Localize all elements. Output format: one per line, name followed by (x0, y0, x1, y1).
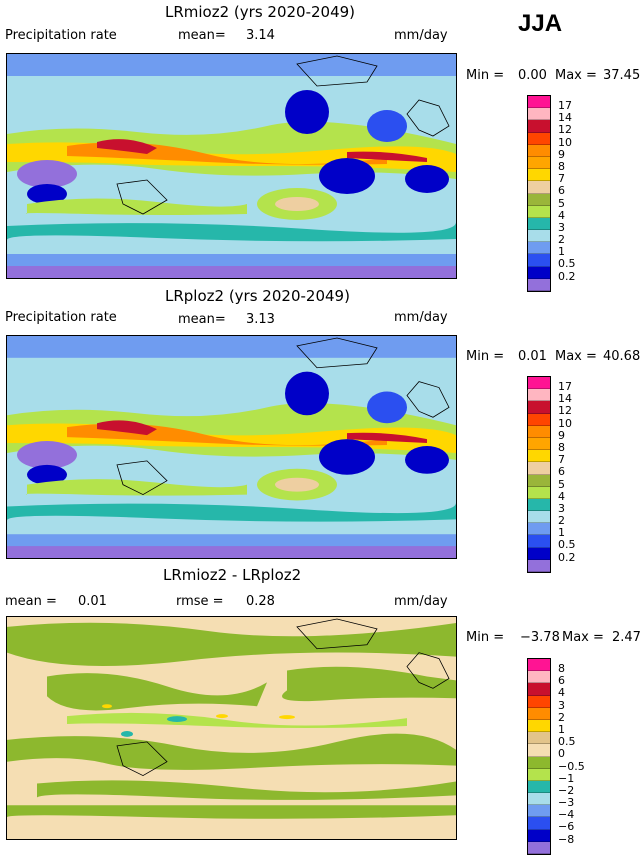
tick-label: 3 (558, 698, 565, 712)
panel-3-min-label: Min = (466, 630, 505, 645)
tick-label: −2 (558, 783, 575, 797)
panel-2-max-value: 40.68 (603, 349, 641, 364)
tick-label: 1 (558, 526, 565, 540)
tick-label: 8 (558, 440, 565, 454)
panel-3-min-value: −3.78 (520, 630, 560, 645)
panel-2-min-label: Min = (466, 349, 505, 364)
panel-3-mean-label: mean = (5, 594, 57, 609)
tick-label: 4 (558, 489, 565, 503)
tick-label: 0.5 (558, 538, 576, 552)
panel-3-colorbar (527, 658, 551, 855)
panel-2-title: LRploz2 (yrs 2020-2049) (165, 287, 350, 305)
panel-2-colorbar (527, 376, 551, 573)
tick-label: 2 (558, 710, 565, 724)
panel-1-title: LRmioz2 (yrs 2020-2049) (165, 3, 356, 21)
panel-3-rmse-value: 0.28 (246, 594, 275, 609)
panel-1-mean-value: 3.14 (246, 28, 275, 43)
tick-label: 6 (558, 465, 565, 479)
tick-label: −4 (558, 808, 575, 822)
tick-label: 12 (558, 123, 572, 137)
tick-label: 14 (558, 392, 572, 406)
tick-label: 2 (558, 233, 565, 247)
tick-label: 4 (558, 686, 565, 700)
panel-3-title: LRmioz2 - LRploz2 (163, 566, 302, 584)
tick-label: 1 (558, 245, 565, 259)
tick-label: −0.5 (558, 759, 585, 773)
tick-label: 3 (558, 220, 565, 234)
panel-2-max-label: Max = (555, 349, 597, 364)
tick-label: 5 (558, 196, 565, 210)
panel-1-min-label: Min = (466, 68, 505, 83)
panel-2-min-value: 0.01 (518, 349, 547, 364)
tick-label: 17 (558, 99, 572, 112)
panel-2-precip-map (6, 335, 457, 559)
panel-2-colorbar-ticks: 17 14 12 10 9 8 7 6 5 4 3 2 1 0.5 0.2 (558, 376, 576, 563)
tick-label: 7 (558, 453, 565, 467)
panel-2-mean-value: 3.13 (246, 312, 275, 327)
panel-2-mean-label: mean= (178, 312, 226, 327)
tick-label: 0 (558, 747, 565, 761)
panel-3-max-label: Max = (562, 630, 604, 645)
panel-1-field-label: Precipitation rate (5, 28, 117, 43)
season-label: JJA (518, 10, 563, 37)
tick-label: 8 (558, 662, 565, 675)
panel-1-max-label: Max = (555, 68, 597, 83)
panel-3-units: mm/day (394, 594, 448, 609)
panel-3-max-value: 2.47 (612, 630, 641, 645)
panel-3-mean-value: 0.01 (78, 594, 107, 609)
panel-2-units: mm/day (394, 310, 448, 325)
tick-label: −3 (558, 796, 575, 810)
tick-label: 4 (558, 208, 565, 222)
tick-label: 0.2 (558, 550, 576, 564)
panel-1-units: mm/day (394, 28, 448, 43)
panel-1-precip-map (6, 53, 457, 279)
panel-1-mean-label: mean= (178, 28, 226, 43)
panel-2-field-label: Precipitation rate (5, 310, 117, 325)
tick-label: 1 (558, 722, 565, 736)
tick-label: 9 (558, 147, 565, 161)
panel-1-min-value: 0.00 (518, 68, 547, 83)
tick-label: 14 (558, 111, 572, 125)
tick-label: 5 (558, 477, 565, 491)
tick-label: 0.5 (558, 257, 576, 271)
panel-1-colorbar (527, 95, 551, 292)
panel-1-colorbar-ticks: 17 14 12 10 9 8 7 6 5 4 3 2 1 0.5 0.2 (558, 95, 576, 282)
panel-1-max-value: 37.45 (603, 68, 641, 83)
tick-label: 0.5 (558, 735, 576, 749)
tick-label: 6 (558, 184, 565, 198)
panel-3-rmse-label: rmse = (176, 594, 224, 609)
tick-label: 9 (558, 428, 565, 442)
tick-label: 2 (558, 514, 565, 528)
tick-label: 6 (558, 674, 565, 688)
panel-3-difference-map (6, 616, 457, 840)
tick-label: 8 (558, 159, 565, 173)
tick-label: 12 (558, 404, 572, 418)
tick-label: −1 (558, 771, 575, 785)
tick-label: 10 (558, 416, 572, 430)
tick-label: 17 (558, 380, 572, 393)
tick-label: −6 (558, 820, 575, 834)
tick-label: 3 (558, 501, 565, 515)
tick-label: 7 (558, 172, 565, 186)
panel-3-colorbar-ticks: 8 6 4 3 2 1 0.5 0 −0.5 −1 −2 −3 −4 −6 −8 (558, 658, 585, 845)
tick-label: 0.2 (558, 269, 576, 283)
tick-label: −8 (558, 832, 575, 846)
tick-label: 10 (558, 135, 572, 149)
